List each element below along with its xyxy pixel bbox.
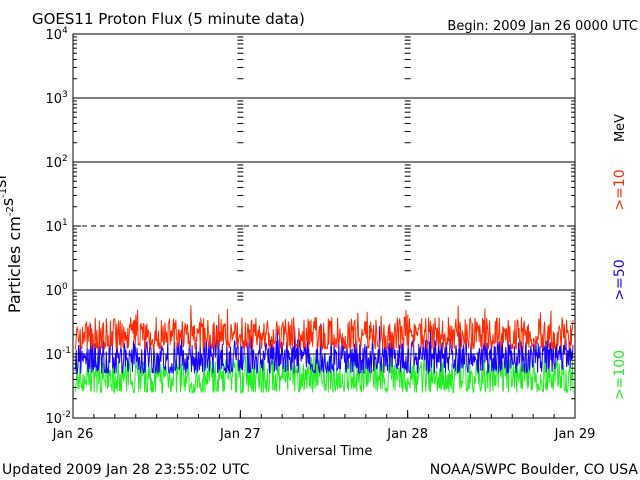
y-tick-exponent: -1 [62, 346, 71, 356]
chart-title: GOES11 Proton Flux (5 minute data) [32, 10, 305, 28]
series-line-ge10 [74, 305, 574, 351]
reference-lines [73, 97, 575, 355]
y-tick-exponent: 4 [62, 26, 68, 36]
series-layer [74, 305, 574, 395]
x-axis: Jan 26 Jan 27 Jan 28 Jan 29 [52, 410, 596, 442]
y-tick-exponent: 0 [62, 282, 68, 292]
legend: >=10 >=50 >=100 MeV [612, 114, 628, 400]
y-tick-exponent: -2 [62, 410, 71, 420]
y-tick-label: 104 [45, 26, 68, 43]
x-tick-label: Jan 26 [52, 427, 94, 442]
unit-label: MeV [613, 114, 628, 142]
y-tick-label: 101 [45, 218, 67, 235]
y-tick-label: 10-2 [45, 410, 71, 427]
x-tick-label: Jan 29 [554, 427, 596, 442]
y-tick-label: 103 [45, 90, 67, 107]
legend-entry: >=100 [612, 350, 628, 400]
y-tick-label: 102 [45, 154, 67, 171]
y-tick-exponent: 1 [62, 218, 68, 228]
updated-label: Updated 2009 Jan 28 23:55:02 UTC [2, 462, 250, 478]
x-tick-label: Jan 27 [219, 427, 261, 442]
legend-entry: >=50 [612, 259, 628, 300]
series-line-ge50 [74, 323, 574, 375]
begin-label: Begin: 2009 Jan 26 0000 UTC [447, 19, 638, 34]
y-tick-label: 10-1 [45, 346, 71, 363]
day-boundary-ticks [237, 36, 411, 419]
legend-entry: >=10 [612, 169, 628, 210]
y-tick-label: 100 [45, 282, 68, 299]
y-axis-label: Particles cm-2s-1sr-1 [0, 163, 24, 313]
x-tick-label: Jan 28 [386, 427, 428, 442]
x-axis-label: Universal Time [276, 444, 373, 459]
y-tick-exponent: 3 [62, 90, 68, 100]
credit-label: NOAA/SWPC Boulder, CO USA [430, 462, 639, 478]
y-tick-exponent: 2 [62, 154, 68, 164]
